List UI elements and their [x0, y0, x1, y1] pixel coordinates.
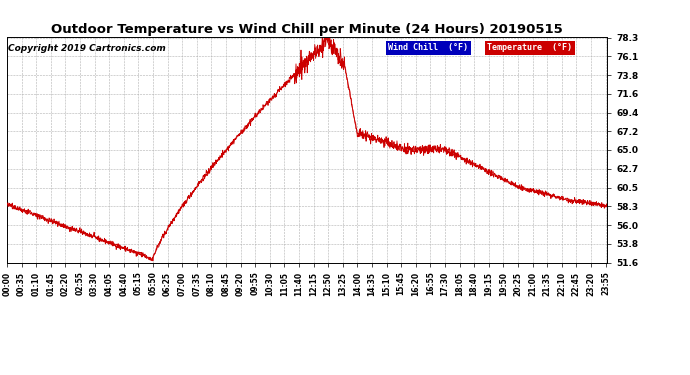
Text: Wind Chill  (°F): Wind Chill (°F) [388, 43, 468, 52]
Title: Outdoor Temperature vs Wind Chill per Minute (24 Hours) 20190515: Outdoor Temperature vs Wind Chill per Mi… [51, 23, 563, 36]
Text: Copyright 2019 Cartronics.com: Copyright 2019 Cartronics.com [8, 44, 166, 53]
Text: Temperature  (°F): Temperature (°F) [487, 43, 572, 52]
